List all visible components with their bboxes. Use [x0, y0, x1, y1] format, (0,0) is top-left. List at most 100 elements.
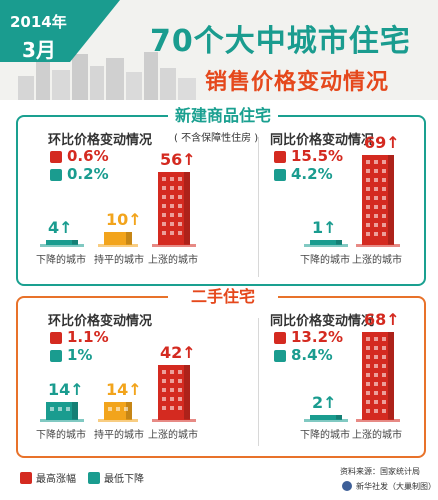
building-window — [178, 379, 182, 384]
building-window — [178, 222, 182, 227]
building-window — [374, 390, 378, 395]
bar-base-plate — [40, 244, 84, 247]
category-label: 上涨的城市 — [148, 255, 198, 266]
building-window — [366, 232, 370, 237]
building-window — [178, 406, 182, 411]
header-banner: 2014年 3月 70个大中城市住宅 销售价格变动情况 — [0, 0, 438, 100]
report-month: 3月 — [22, 38, 56, 62]
down-arrow-icon — [50, 169, 62, 181]
building-window — [170, 379, 174, 384]
bar-falling-cities — [310, 415, 342, 420]
bar-falling-cities — [310, 240, 342, 245]
building-window — [374, 354, 378, 359]
lowest-drop-value: 0.2% — [67, 165, 109, 183]
bar-rising-cities — [362, 331, 394, 420]
building-window — [382, 178, 386, 183]
building-window — [382, 408, 386, 413]
building-window — [382, 223, 386, 228]
building-window — [366, 178, 370, 183]
building-window — [382, 372, 386, 377]
building-window — [162, 186, 166, 191]
building-window — [178, 204, 182, 209]
building-window — [366, 408, 370, 413]
category-label: 持平的城市 — [94, 430, 144, 441]
bar-flat-cities — [104, 232, 132, 245]
category-label: 下降的城市 — [36, 255, 86, 266]
bar-value-label: 14↑ — [48, 379, 84, 399]
building-window — [58, 406, 62, 411]
highest-rise-value: 13.2% — [291, 328, 344, 346]
highest-rise-value: 15.5% — [291, 147, 344, 165]
building-window — [170, 177, 174, 182]
bar-base-plate — [98, 244, 138, 247]
building-window — [382, 354, 386, 359]
down-arrow-icon — [274, 350, 286, 362]
building-window — [162, 388, 166, 393]
building-window — [366, 390, 370, 395]
building-window — [178, 231, 182, 236]
lowest-drop-value: 8.4% — [291, 346, 333, 364]
building-window — [374, 232, 378, 237]
building-window — [162, 222, 166, 227]
building-window — [366, 354, 370, 359]
building-window — [162, 379, 166, 384]
date-badge — [0, 0, 120, 62]
building-window — [382, 169, 386, 174]
category-label: 上涨的城市 — [352, 430, 402, 441]
building-window — [162, 177, 166, 182]
building-window — [66, 406, 70, 411]
city-skyline-graphic — [18, 52, 196, 100]
bar-rising-cities — [158, 365, 190, 420]
building-window — [374, 187, 378, 192]
building-window — [382, 345, 386, 350]
up-arrow-icon — [50, 332, 62, 344]
building-window — [108, 406, 112, 411]
building-window — [374, 363, 378, 368]
building-window — [178, 397, 182, 402]
legend-up-icon — [20, 472, 32, 484]
legend-down-label: 最低下降 — [104, 474, 144, 485]
building-window — [382, 381, 386, 386]
bar-value-label: 42↑ — [160, 343, 196, 363]
section-divider — [258, 318, 259, 446]
building-window — [366, 399, 370, 404]
building-window — [374, 381, 378, 386]
building-window — [124, 406, 128, 411]
bar-base-plate — [304, 244, 348, 247]
bar-base-plate — [98, 419, 138, 422]
down-arrow-icon — [274, 169, 286, 181]
building-window — [162, 397, 166, 402]
bar-base-plate — [304, 419, 348, 422]
mom-note: ( 不含保障性住房 ) — [174, 133, 259, 144]
building-window — [170, 195, 174, 200]
building-window — [178, 195, 182, 200]
category-label: 下降的城市 — [300, 255, 350, 266]
yoy-title: 同比价格变动情况 — [270, 133, 375, 148]
building-window — [162, 406, 166, 411]
category-label: 持平的城市 — [94, 255, 144, 266]
category-label: 下降的城市 — [36, 430, 86, 441]
lowest-drop-value: 1% — [67, 346, 93, 364]
building-window — [366, 214, 370, 219]
page-subtitle: 销售价格变动情况 — [205, 70, 390, 95]
panel-new-homes: 新建商品住宅 环比价格变动情况 ( 不含保障性住房 ) 0.6% 0.2% 同比… — [16, 105, 426, 286]
building-window — [382, 196, 386, 201]
building-window — [374, 160, 378, 165]
building-window — [366, 345, 370, 350]
highest-rise-value: 1.1% — [67, 328, 109, 346]
lowest-drop-value: 4.2% — [291, 165, 333, 183]
building-window — [366, 169, 370, 174]
building-window — [382, 390, 386, 395]
bar-value-label: 10↑ — [106, 210, 142, 229]
legend-down-icon — [88, 472, 100, 484]
building-window — [382, 399, 386, 404]
source-note: 资料来源：国家统计局 — [340, 467, 420, 476]
building-window — [374, 399, 378, 404]
bar-rising-cities — [158, 172, 190, 245]
building-window — [162, 204, 166, 209]
page-title: 70个大中城市住宅 — [150, 24, 411, 59]
bar-base-plate — [356, 419, 400, 422]
category-label: 上涨的城市 — [352, 255, 402, 266]
building-window — [366, 363, 370, 368]
building-window — [50, 406, 54, 411]
